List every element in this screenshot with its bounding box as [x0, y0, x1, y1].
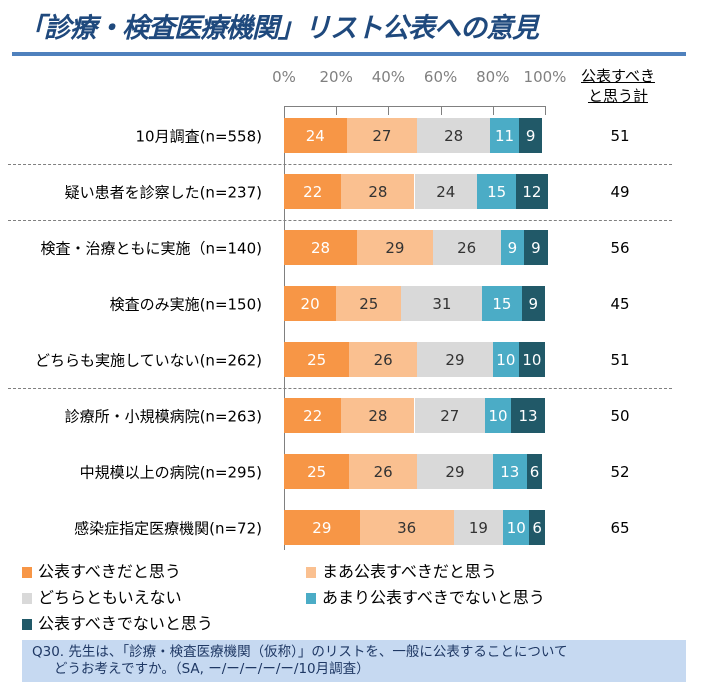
- x-tick-mark: [336, 106, 338, 115]
- legend-item: あまり公表すべきでないと思う: [306, 584, 545, 608]
- bar-segment: 27: [414, 398, 485, 433]
- bar-segment: 29: [417, 454, 493, 489]
- x-tick-mark: [388, 106, 390, 115]
- bar-segment: 26: [432, 230, 501, 265]
- legend-swatch: [22, 566, 32, 578]
- legend-item: 公表すべきだと思う: [22, 558, 181, 582]
- bar-segment: 20: [284, 286, 337, 321]
- total-value: 51: [610, 350, 630, 369]
- title-underline: [12, 52, 686, 56]
- category-label: 10月調査(n=558): [135, 127, 263, 145]
- legend-swatch: [306, 566, 316, 578]
- category-label: 感染症指定医療機関(n=72): [74, 519, 262, 537]
- x-axis-line: [284, 106, 545, 107]
- bar-segment: 9: [521, 286, 545, 321]
- bar-segment: 22: [284, 398, 342, 433]
- bar-segment: 10: [484, 398, 512, 433]
- group-separator: [8, 388, 672, 389]
- bar-segment: 28: [417, 118, 491, 153]
- bar-segment: 25: [336, 286, 402, 321]
- bar-segment: 28: [341, 174, 415, 209]
- bar-segment: 29: [357, 230, 433, 265]
- total-value: 52: [610, 462, 630, 481]
- bar-segment: 28: [284, 230, 358, 265]
- bar-segment: 19: [453, 510, 504, 545]
- x-tick-mark: [440, 106, 442, 115]
- bar-segment: 11: [490, 118, 519, 153]
- bar-segment: 36: [359, 510, 454, 545]
- bar-segment: 24: [284, 118, 347, 153]
- total-value: 49: [610, 182, 630, 201]
- legend-label: あまり公表すべきでないと思う: [322, 588, 545, 607]
- x-tick-label: 60%: [423, 68, 458, 86]
- category-label: 検査のみ実施(n=150): [109, 295, 262, 313]
- category-label: 検査・治療ともに実施（n=140): [40, 239, 262, 257]
- x-tick-mark: [492, 106, 494, 115]
- category-label: 疑い患者を診察した(n=237): [64, 183, 262, 201]
- legend-label: 公表すべきだと思う: [38, 562, 181, 581]
- bar-segment: 15: [477, 174, 517, 209]
- legend-swatch: [22, 618, 32, 630]
- x-tick-label: 40%: [371, 68, 406, 86]
- chart-title: 「診療・検査医療機関」リスト公表への意見: [18, 13, 539, 44]
- bar-segment: 25: [284, 342, 350, 377]
- total-value: 51: [610, 126, 630, 145]
- total-header-line1: 公表すべき: [581, 67, 655, 85]
- legend-swatch: [22, 592, 32, 604]
- total-header-line2: と思う計: [587, 87, 648, 105]
- bar-segment: 15: [482, 286, 522, 321]
- category-label: どちらも実施していない(n=262): [35, 351, 262, 369]
- bar-segment: 22: [284, 174, 342, 209]
- note-line-2: どうお考えですか。（SA, ー/ー/ー/ー/ー/10月調査）: [54, 661, 370, 677]
- bar-segment: 10: [503, 510, 530, 545]
- note-line-1: Q30. 先生は、「診療・検査医療機関（仮称）」のリストを、一般に公表することに…: [32, 644, 568, 660]
- bar-segment: 6: [526, 454, 543, 489]
- category-label: 中規模以上の病院(n=295): [79, 463, 262, 481]
- bar-segment: 24: [414, 174, 478, 209]
- legend-label: まあ公表すべきだと思う: [322, 562, 497, 581]
- total-value: 50: [610, 406, 630, 425]
- legend-label: 公表すべきでないと思う: [38, 614, 213, 633]
- bar-segment: 27: [346, 118, 418, 153]
- bar-segment: 26: [349, 342, 418, 377]
- bar-segment: 31: [401, 286, 483, 321]
- bar-segment: 25: [284, 454, 350, 489]
- legend-item: まあ公表すべきだと思う: [306, 558, 497, 582]
- y-axis-line: [284, 106, 285, 550]
- x-tick-label: 0%: [272, 68, 296, 86]
- group-separator: [8, 164, 672, 165]
- total-value: 65: [610, 518, 630, 537]
- total-value: 56: [610, 238, 630, 257]
- bar-segment: 10: [492, 342, 519, 377]
- legend-label: どちらともいえない: [38, 588, 182, 607]
- total-header: 公表すべき と思う計: [576, 66, 660, 106]
- bar-segment: 9: [524, 230, 548, 265]
- x-tick-label: 100%: [523, 68, 567, 86]
- bar-segment: 9: [500, 230, 525, 265]
- legend-item: どちらともいえない: [22, 584, 182, 608]
- bar-segment: 6: [529, 510, 545, 545]
- question-note: Q30. 先生は、「診療・検査医療機関（仮称）」のリストを、一般に公表することに…: [22, 640, 686, 682]
- bar-segment: 12: [516, 174, 548, 209]
- group-separator: [8, 220, 672, 221]
- x-tick-label: 80%: [476, 68, 510, 86]
- bar-segment: 13: [492, 454, 527, 489]
- x-tick-mark: [545, 106, 546, 115]
- legend-item: 公表すべきでないと思う: [22, 610, 213, 634]
- category-label: 診療所・小規模病院(n=263): [64, 407, 262, 425]
- bar-segment: 9: [518, 118, 543, 153]
- bar-segment: 26: [349, 454, 418, 489]
- bar-segment: 29: [417, 342, 493, 377]
- bar-segment: 10: [518, 342, 545, 377]
- legend-swatch: [306, 592, 316, 604]
- x-tick-label: 20%: [319, 68, 353, 86]
- bar-segment: 29: [284, 510, 360, 545]
- bar-segment: 13: [511, 398, 545, 433]
- total-value: 45: [610, 294, 630, 313]
- bar-segment: 28: [341, 398, 415, 433]
